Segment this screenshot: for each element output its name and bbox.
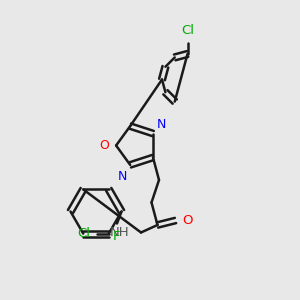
Text: N: N (118, 170, 127, 183)
Text: O: O (182, 214, 193, 227)
Text: NH: NH (110, 226, 130, 239)
Text: N: N (157, 118, 166, 131)
Text: F: F (113, 230, 121, 243)
Text: Cl: Cl (77, 227, 90, 240)
Text: O: O (100, 139, 110, 152)
Text: Cl: Cl (181, 24, 194, 37)
